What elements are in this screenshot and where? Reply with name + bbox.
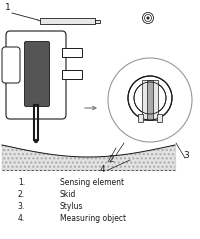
Text: 2: 2 bbox=[108, 155, 114, 164]
Text: 4.: 4. bbox=[18, 214, 25, 223]
Circle shape bbox=[108, 58, 192, 142]
Text: 3.: 3. bbox=[18, 202, 25, 211]
Text: Measuring object: Measuring object bbox=[60, 214, 126, 223]
Circle shape bbox=[144, 15, 152, 22]
Bar bbox=[62, 70, 82, 79]
Bar bbox=[40, 18, 95, 24]
Bar bbox=[147, 80, 153, 120]
Circle shape bbox=[147, 17, 149, 19]
Text: 2.: 2. bbox=[18, 190, 25, 199]
FancyBboxPatch shape bbox=[24, 42, 50, 107]
Circle shape bbox=[34, 139, 38, 143]
FancyBboxPatch shape bbox=[6, 31, 66, 119]
Text: Sensing element: Sensing element bbox=[60, 178, 124, 187]
Bar bbox=[138, 114, 143, 122]
Circle shape bbox=[142, 12, 154, 23]
Text: 3: 3 bbox=[183, 151, 189, 160]
Bar bbox=[157, 114, 162, 122]
Bar bbox=[142, 80, 158, 120]
Bar bbox=[62, 48, 82, 57]
Bar bbox=[95, 20, 100, 22]
Text: 4: 4 bbox=[100, 165, 106, 174]
Text: 1.: 1. bbox=[18, 178, 25, 187]
Text: 1: 1 bbox=[5, 3, 11, 12]
FancyBboxPatch shape bbox=[2, 47, 20, 83]
Circle shape bbox=[134, 82, 166, 114]
Circle shape bbox=[128, 76, 172, 120]
Text: Stylus: Stylus bbox=[60, 202, 84, 211]
Text: Skid: Skid bbox=[60, 190, 76, 199]
